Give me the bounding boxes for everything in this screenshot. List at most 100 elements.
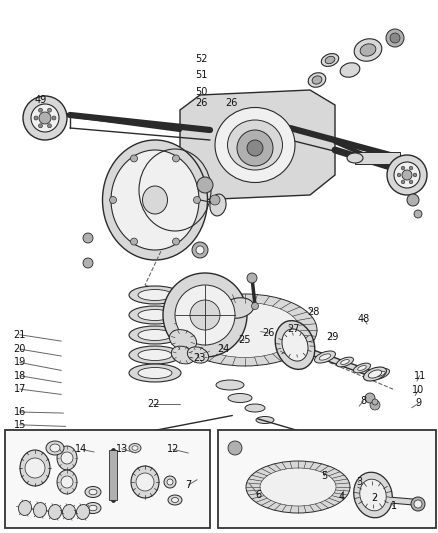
Circle shape <box>52 116 56 120</box>
Circle shape <box>23 96 67 140</box>
Circle shape <box>173 238 180 245</box>
Ellipse shape <box>85 503 101 513</box>
Text: 26: 26 <box>225 98 237 108</box>
Circle shape <box>47 108 52 112</box>
Ellipse shape <box>49 505 61 520</box>
Circle shape <box>131 238 138 245</box>
Ellipse shape <box>57 446 77 470</box>
Circle shape <box>365 393 375 403</box>
Ellipse shape <box>129 346 181 364</box>
Ellipse shape <box>360 479 386 511</box>
Ellipse shape <box>340 63 360 77</box>
Text: 21: 21 <box>14 330 26 340</box>
Ellipse shape <box>50 444 60 452</box>
Ellipse shape <box>275 321 315 369</box>
Ellipse shape <box>129 364 181 382</box>
Circle shape <box>394 162 420 188</box>
Ellipse shape <box>319 354 331 360</box>
Ellipse shape <box>353 363 371 373</box>
Ellipse shape <box>360 44 376 56</box>
Bar <box>355 152 400 164</box>
Ellipse shape <box>102 140 208 260</box>
Ellipse shape <box>131 466 159 498</box>
Text: 11: 11 <box>413 371 426 381</box>
Ellipse shape <box>129 286 181 304</box>
Ellipse shape <box>33 503 46 518</box>
Circle shape <box>83 258 93 268</box>
Circle shape <box>411 497 425 511</box>
Ellipse shape <box>314 351 336 363</box>
Text: 5: 5 <box>321 471 327 481</box>
Ellipse shape <box>371 368 389 379</box>
Ellipse shape <box>173 294 317 366</box>
Ellipse shape <box>138 350 172 360</box>
Circle shape <box>39 108 42 112</box>
Ellipse shape <box>89 489 97 495</box>
Text: 13: 13 <box>116 444 128 454</box>
Circle shape <box>407 194 419 206</box>
Ellipse shape <box>168 495 182 505</box>
Ellipse shape <box>228 393 252 402</box>
Text: 48: 48 <box>357 314 370 324</box>
Text: 25: 25 <box>238 335 251 345</box>
Ellipse shape <box>282 329 308 361</box>
Text: 7: 7 <box>185 480 191 490</box>
Text: 22: 22 <box>147 399 159 409</box>
Circle shape <box>136 473 154 491</box>
Circle shape <box>190 300 220 330</box>
Text: 4: 4 <box>339 492 345 502</box>
Circle shape <box>247 140 263 156</box>
Ellipse shape <box>138 367 172 378</box>
Ellipse shape <box>312 76 322 84</box>
Text: 6: 6 <box>255 490 261 499</box>
Circle shape <box>247 273 257 283</box>
Ellipse shape <box>138 329 172 341</box>
Ellipse shape <box>354 472 392 518</box>
Ellipse shape <box>167 479 173 485</box>
Ellipse shape <box>170 329 197 350</box>
Ellipse shape <box>18 500 32 515</box>
Text: 12: 12 <box>167 445 179 454</box>
Circle shape <box>163 273 247 357</box>
Circle shape <box>173 155 180 162</box>
Ellipse shape <box>321 54 339 67</box>
Text: 2: 2 <box>371 494 378 503</box>
Circle shape <box>409 180 413 184</box>
Bar <box>5 430 210 528</box>
Circle shape <box>386 29 404 47</box>
Circle shape <box>196 246 204 254</box>
Ellipse shape <box>172 497 179 503</box>
Text: 50: 50 <box>195 87 208 96</box>
Circle shape <box>387 155 427 195</box>
Ellipse shape <box>138 289 172 301</box>
Ellipse shape <box>375 372 385 377</box>
Circle shape <box>370 400 380 410</box>
Text: 8: 8 <box>360 396 367 406</box>
Circle shape <box>401 166 405 170</box>
Circle shape <box>194 197 201 204</box>
Circle shape <box>210 195 220 205</box>
Ellipse shape <box>57 470 77 494</box>
Ellipse shape <box>190 303 300 358</box>
Ellipse shape <box>111 150 199 250</box>
Text: 26: 26 <box>262 328 275 338</box>
Ellipse shape <box>308 72 326 87</box>
Ellipse shape <box>227 120 283 170</box>
Circle shape <box>61 476 73 488</box>
Ellipse shape <box>216 380 244 390</box>
Text: 26: 26 <box>195 98 208 108</box>
Ellipse shape <box>20 450 50 486</box>
Text: 15: 15 <box>14 420 26 430</box>
Ellipse shape <box>164 476 176 488</box>
Ellipse shape <box>215 108 295 182</box>
Circle shape <box>414 210 422 218</box>
Ellipse shape <box>142 186 167 214</box>
Text: 49: 49 <box>34 95 46 104</box>
Text: 27: 27 <box>287 325 300 334</box>
Ellipse shape <box>368 370 381 378</box>
Text: 29: 29 <box>326 333 338 342</box>
Ellipse shape <box>138 310 172 320</box>
Ellipse shape <box>132 446 138 450</box>
Circle shape <box>83 233 93 243</box>
Text: 10: 10 <box>412 385 424 395</box>
